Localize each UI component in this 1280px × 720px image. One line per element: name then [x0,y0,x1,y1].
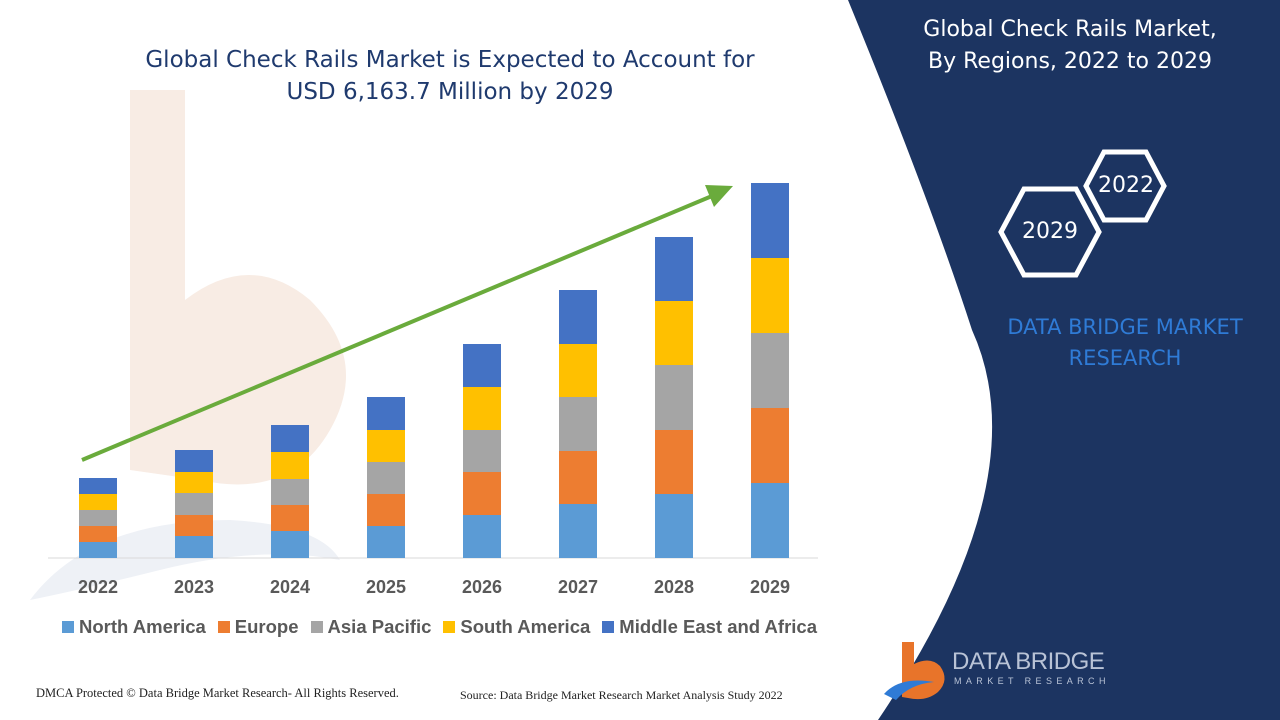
bar-segment-2023-2 [175,493,213,515]
bar-segment-2024-3 [271,452,309,479]
brand-text-line-1: DATA BRIDGE MARKET [1007,315,1243,339]
bar-segment-2026-4 [463,344,501,387]
bar-segment-2028-0 [655,494,693,558]
bar-segment-2027-0 [559,504,597,558]
bar-segment-2022-3 [79,494,117,510]
hexagon-front-icon [998,186,1102,278]
bar-segment-2024-1 [271,505,309,531]
bar-segment-2028-3 [655,301,693,365]
bar-segment-2023-4 [175,450,213,472]
bar-segment-2028-2 [655,365,693,430]
logo-name: DATA BRIDGE [952,648,1105,675]
bar-segment-2029-1 [751,408,789,483]
legend-swatch-3 [443,621,456,633]
bars-group [79,183,789,558]
bar-segment-2026-0 [463,515,501,558]
legend-swatch-0 [62,621,74,633]
footer-copyright: DMCA Protected © Data Bridge Market Rese… [36,686,399,700]
chart-title: Global Check Rails Market is Expected to… [120,44,780,108]
hexagon-back-icon [1083,149,1167,223]
watermark-logo-icon [130,90,346,485]
hex-label-front: 2029 [1022,219,1078,244]
bar-segment-2029-0 [751,483,789,558]
bar-segment-2029-4 [751,183,789,258]
bar-segment-2023-0 [175,536,213,558]
hex-label-back: 2022 [1098,173,1154,198]
bar-segment-2025-0 [367,526,405,558]
bar-segment-2022-1 [79,526,117,542]
chart-title-line-1: Global Check Rails Market is Expected to… [145,47,755,73]
x-tick-labels: 2022 2023 2024 2025 2026 2027 2028 2029 [78,577,790,597]
x-tick-label-2026: 2026 [462,577,502,597]
bar-segment-2026-1 [463,472,501,515]
legend-label-1: Europe [234,616,299,637]
watermark-swoosh-icon [30,520,340,600]
x-tick-label-2027: 2027 [558,577,598,597]
legend-item-3: South America [443,616,590,638]
bar-segment-2028-1 [655,430,693,494]
legend-swatch-4 [602,621,615,633]
bar-segment-2025-4 [367,397,405,430]
trend-arrowhead-icon [705,185,733,207]
x-tick-label-2028: 2028 [654,577,694,597]
bar-segment-2026-3 [463,387,501,430]
legend-label-3: South America [460,616,591,637]
bar-segment-2024-0 [271,531,309,558]
x-tick-label-2023: 2023 [174,577,214,597]
bar-segment-2029-2 [751,333,789,408]
bar-segment-2027-4 [559,290,597,344]
legend-item-1: Europe [217,616,299,638]
bar-segment-2023-1 [175,515,213,536]
panel-title: Global Check Rails Market, By Regions, 2… [900,14,1240,78]
bar-segment-2026-2 [463,430,501,472]
chart-legend: North America Europe Asia Pacific South Ame… [62,616,817,638]
bar-segment-2027-2 [559,397,597,451]
legend-swatch-2 [310,621,323,633]
chart-title-line-2: USD 6,163.7 Million by 2029 [286,79,614,105]
brand-text-line-2: RESEARCH [1068,346,1182,370]
footer-source: Source: Data Bridge Market Research Mark… [460,688,783,702]
legend-label-0: North America [79,616,206,637]
logo-tagline: MARKET RESEARCH [954,676,1110,686]
bar-segment-2027-3 [559,344,597,397]
bar-segment-2024-2 [271,479,309,505]
navy-panel [848,0,1280,720]
logo-swoosh-icon [884,680,934,700]
legend-item-0: North America [62,616,206,638]
bar-segment-2023-3 [175,472,213,493]
bar-segment-2024-4 [271,425,309,452]
panel-title-line-1: Global Check Rails Market, [923,17,1217,42]
x-tick-label-2022: 2022 [78,577,118,597]
bar-segment-2022-4 [79,478,117,494]
bar-segment-2022-0 [79,542,117,558]
x-tick-label-2029: 2029 [750,577,790,597]
bar-segment-2025-1 [367,494,405,526]
bar-segment-2029-3 [751,258,789,333]
panel-title-line-2: By Regions, 2022 to 2029 [928,49,1212,74]
bar-segment-2027-1 [559,451,597,504]
bar-segment-2022-2 [79,510,117,526]
legend-label-4: Middle East and Africa [619,616,817,637]
legend-item-2: Asia Pacific [310,616,432,638]
x-tick-label-2024: 2024 [270,577,310,597]
brand-text: DATA BRIDGE MARKET RESEARCH [985,312,1265,374]
x-tick-label-2025: 2025 [366,577,406,597]
bar-segment-2028-4 [655,237,693,301]
legend-label-2: Asia Pacific [327,616,432,637]
bar-segment-2025-2 [367,462,405,494]
trend-arrow [81,185,733,462]
legend-swatch-1 [217,621,230,633]
legend-item-4: Middle East and Africa [602,616,817,638]
bar-segment-2025-3 [367,430,405,462]
